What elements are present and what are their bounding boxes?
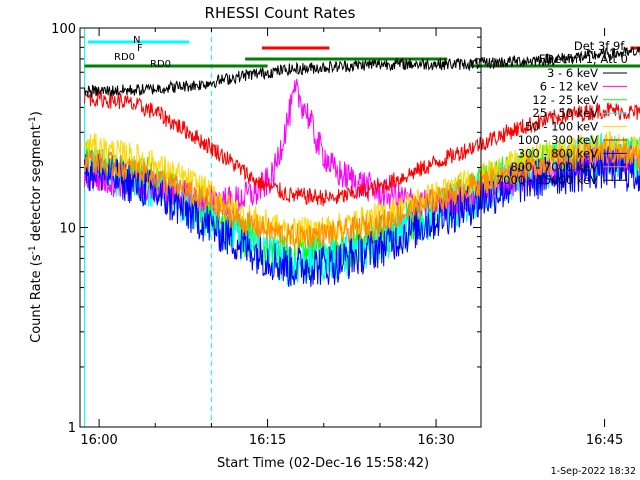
legend-label: 3 - 6 keV bbox=[547, 66, 598, 80]
series-line-3-6-kevkev bbox=[84, 46, 640, 98]
x-axis-label: Start Time (02-Dec-16 15:58:42) bbox=[217, 456, 429, 471]
x-tick-label: 16:45 bbox=[586, 433, 623, 448]
series-line-300-800-kevkev bbox=[84, 146, 640, 287]
legend-label: 800 - 7000 keV bbox=[510, 160, 598, 174]
legend-label: 7000 - 15000 keV bbox=[496, 173, 598, 187]
flag-label-rd0-mid: RD0 bbox=[150, 59, 171, 70]
flag-label-rd0-left: RD0 bbox=[114, 52, 135, 63]
y-axis-label: Count Rate (s-1 detector segment-1) bbox=[28, 111, 44, 343]
legend-label: 12 - 25 keV bbox=[532, 93, 598, 107]
y-axis-ticks: 1 10 100 bbox=[51, 22, 481, 436]
y-tick-label: 1 bbox=[68, 421, 76, 436]
legend-label: 300 - 800 keV bbox=[518, 146, 598, 160]
y-axis-label-main: Count Rate (s bbox=[29, 254, 44, 343]
y-axis-label-exp1: -1 bbox=[28, 245, 38, 254]
legend-label: 50 - 100 keV bbox=[525, 120, 598, 134]
series-line-50-100-kevkev bbox=[84, 130, 640, 245]
legend-label: 25 - 50 keV bbox=[532, 106, 598, 120]
footer-timestamp: 1-Sep-2022 18:32 bbox=[551, 466, 636, 477]
y-tick-label: 10 bbox=[59, 222, 76, 237]
series-line-800-7000-kevkev bbox=[84, 140, 640, 248]
legend-label: 6 - 12 keV bbox=[540, 79, 598, 93]
series-line-100-300-kevkev bbox=[84, 90, 640, 207]
y-axis-label-end: ) bbox=[29, 111, 44, 116]
x-tick-label: 16:30 bbox=[417, 433, 454, 448]
legend-header-line1: Det 3f,9f, bbox=[574, 39, 628, 53]
chart-title: RHESSI Count Rates bbox=[205, 4, 356, 22]
legend-label: 100 - 300 keV bbox=[518, 133, 598, 147]
legend-header-line2: FDecim 1, Att 0 bbox=[539, 52, 628, 66]
x-tick-label: 16:15 bbox=[249, 433, 286, 448]
y-axis-label-mid: detector segment bbox=[29, 125, 44, 245]
y-tick-label: 100 bbox=[51, 22, 76, 37]
series-layer bbox=[84, 46, 640, 287]
flag-label-n: N bbox=[133, 35, 140, 46]
flag-label-f: F bbox=[137, 43, 143, 54]
y-axis-label-exp2: -1 bbox=[28, 116, 38, 125]
x-tick-label: 16:00 bbox=[80, 433, 117, 448]
